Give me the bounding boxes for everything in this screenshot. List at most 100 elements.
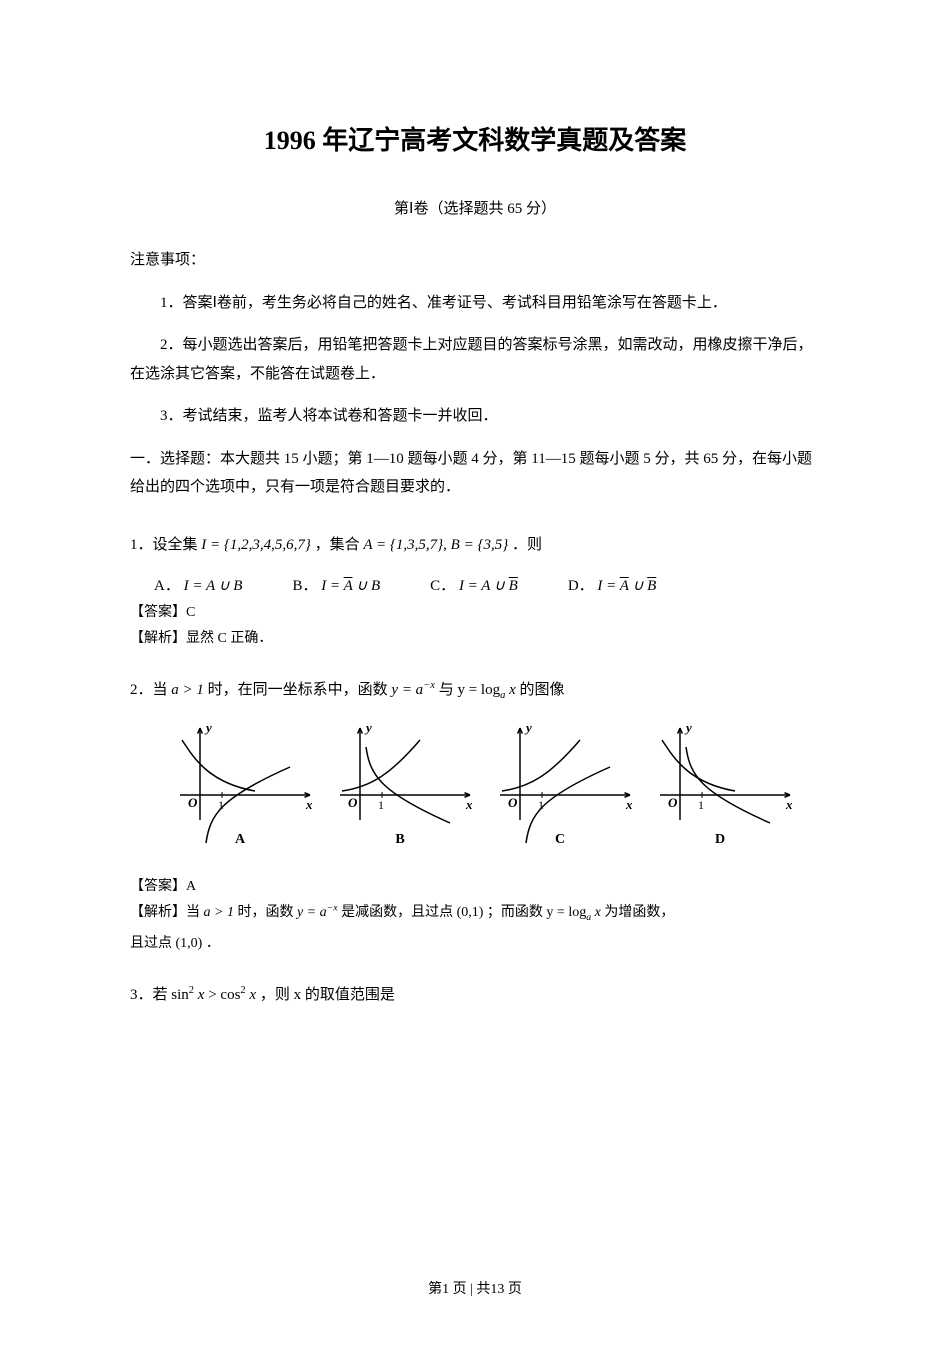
q1-C-bar: B xyxy=(509,578,518,594)
q3-rhs: cos2 x xyxy=(220,987,256,1003)
q2-explain: 【解析】当 a > 1 时，函数 y = a−x 是减函数，且过点 (0,1) … xyxy=(130,901,820,923)
svg-text:1: 1 xyxy=(698,798,704,812)
q2-ex-p1: (0,1) xyxy=(457,905,484,920)
q1-explain: 【解析】显然 C 正确． xyxy=(130,627,820,647)
q2-prefix: 2．当 xyxy=(130,682,171,698)
q2-ex-cond: a > 1 xyxy=(204,905,234,920)
svg-text:D: D xyxy=(715,832,725,847)
q2-explain-line2: 且过点 (1,0) ． xyxy=(130,932,820,952)
section-one-heading: 一．选择题：本大题共 15 小题；第 1—10 题每小题 4 分，第 11—15… xyxy=(130,445,820,502)
q1-C-pre: I = A ∪ xyxy=(459,578,509,594)
q2-ex-f2-pre: y = log xyxy=(546,905,586,920)
q2-f1-exp: −x xyxy=(423,680,435,691)
doc-title: 1996 年辽宁高考文科数学真题及答案 xyxy=(130,120,820,157)
q2-f1: y = a−x xyxy=(391,682,435,698)
q2-mid2: 与 xyxy=(435,682,458,698)
notice-3: 3．考试结束，监考人将本试卷和答题卡一并收回． xyxy=(130,402,820,431)
svg-text:O: O xyxy=(508,795,518,810)
q3-rhs-x: x xyxy=(246,987,256,1003)
q1-D-pre: I = xyxy=(597,578,619,594)
q1-opt-D: D． I = A ∪ B xyxy=(568,574,657,595)
q1-C-label: C． xyxy=(430,578,455,594)
svg-text:O: O xyxy=(668,795,678,810)
q1-opt-B: B． I = A ∪ B xyxy=(292,574,380,595)
q2-f2: y = loga x xyxy=(457,682,515,698)
doc-subtitle: 第Ⅰ卷（选择题共 65 分） xyxy=(130,197,820,218)
q1-B-post: ∪ B xyxy=(353,578,381,594)
q2-ex-f1-base: y = a xyxy=(297,905,327,920)
q2-ex-l2-pre: 且过点 xyxy=(130,936,176,951)
q3-lhs-x: x xyxy=(194,987,204,1003)
q2-suffix: 的图像 xyxy=(516,682,565,698)
q1-stem: 1．设全集 I = {1,2,3,4,5,6,7} ，集合 A = {1,3,5… xyxy=(130,530,820,560)
q1-mid: ，集合 xyxy=(311,537,364,553)
q3-lhs: sin2 x xyxy=(171,987,204,1003)
svg-text:y: y xyxy=(364,720,372,735)
q1-options: A． I = A ∪ B B． I = A ∪ B C． I = A ∪ B D… xyxy=(130,574,820,595)
q2-ex-l2-post: ． xyxy=(202,936,220,951)
q2-f2-pre: y = log xyxy=(457,682,500,698)
svg-text:x: x xyxy=(305,797,313,812)
svg-text:C: C xyxy=(555,832,565,847)
q2-graph-svg: Oxy1AOxy1BOxy1COxy1D xyxy=(170,720,810,860)
svg-text:y: y xyxy=(684,720,692,735)
q1-suffix: ．则 xyxy=(508,537,542,553)
q2-ex-prefix: 【解析】当 xyxy=(130,905,204,920)
q2-ex-p2: (1,0) xyxy=(176,936,203,951)
q2-answer: 【答案】A xyxy=(130,875,820,895)
notice-1: 1．答案Ⅰ卷前，考生务必将自己的姓名、准考证号、考试科目用铅笔涂写在答题卡上． xyxy=(130,289,820,318)
q1-D-expr: I = A ∪ B xyxy=(597,578,656,594)
q2-graphs: Oxy1AOxy1BOxy1COxy1D xyxy=(130,720,820,865)
q2-ex-f1: y = a−x xyxy=(297,905,338,920)
q1-prefix: 1．设全集 xyxy=(130,537,201,553)
q1-opt-A: A． I = A ∪ B xyxy=(154,574,242,595)
q1-B-expr: I = A ∪ B xyxy=(321,578,380,594)
q2-ex-f2-post: x xyxy=(591,905,601,920)
q2-ex-mid2: 是减函数，且过点 xyxy=(338,905,457,920)
q1-B-bar: A xyxy=(344,578,353,594)
q1-I: I = {1,2,3,4,5,6,7} xyxy=(201,537,311,553)
q2-ex-mid3: ；而函数 xyxy=(483,905,546,920)
q3-lhs-pre: sin xyxy=(171,987,189,1003)
q3-prefix: 3．若 xyxy=(130,987,171,1003)
q1-B-label: B． xyxy=(292,578,317,594)
notice-2: 2．每小题选出答案后，用铅笔把答题卡上对应题目的答案标号涂黑，如需改动，用橡皮擦… xyxy=(130,331,820,388)
q1-answer: 【答案】C xyxy=(130,601,820,621)
q2-ex-f2: y = loga x xyxy=(546,905,600,920)
q2-f2-post: x xyxy=(505,682,515,698)
q1-D-mid: ∪ xyxy=(629,578,647,594)
q2-ex-mid4: 为增函数， xyxy=(601,905,675,920)
svg-text:x: x xyxy=(785,797,793,812)
q3-rhs-pre: cos xyxy=(220,987,240,1003)
notice-label: 注意事项： xyxy=(130,246,820,275)
q3-gt: > xyxy=(204,987,220,1003)
q1-D-label: D． xyxy=(568,578,594,594)
q1-AB: A = {1,3,5,7}, B = {3,5} xyxy=(363,537,508,553)
q1-B-pre: I = xyxy=(321,578,343,594)
svg-text:x: x xyxy=(465,797,473,812)
q2-ex-mid1: 时，函数 xyxy=(234,905,297,920)
svg-text:B: B xyxy=(395,832,404,847)
q2-mid1: 时，在同一坐标系中，函数 xyxy=(204,682,392,698)
svg-text:O: O xyxy=(188,795,198,810)
svg-text:O: O xyxy=(348,795,358,810)
q1-C-expr: I = A ∪ B xyxy=(459,578,518,594)
page-footer: 第1 页 | 共13 页 xyxy=(0,1278,950,1298)
q2-ex-f1-exp: −x xyxy=(327,902,338,913)
svg-text:1: 1 xyxy=(378,798,384,812)
q3-stem: 3．若 sin2 x > cos2 x ，则 x 的取值范围是 xyxy=(130,980,820,1010)
page: 1996 年辽宁高考文科数学真题及答案 第Ⅰ卷（选择题共 65 分） 注意事项：… xyxy=(0,0,950,1346)
svg-text:y: y xyxy=(524,720,532,735)
svg-text:y: y xyxy=(204,720,212,735)
q2-stem: 2．当 a > 1 时，在同一坐标系中，函数 y = a−x 与 y = log… xyxy=(130,675,820,706)
q2-cond: a > 1 xyxy=(171,682,204,698)
q1-D-bar1: A xyxy=(620,578,629,594)
q3-suffix: ，则 x 的取值范围是 xyxy=(256,987,395,1003)
svg-text:A: A xyxy=(235,832,246,847)
svg-text:x: x xyxy=(625,797,633,812)
q1-opt-C: C． I = A ∪ B xyxy=(430,574,518,595)
q1-A-label: A． xyxy=(154,578,180,594)
q1-A-expr: I = A ∪ B xyxy=(184,578,243,594)
q1-D-bar2: B xyxy=(647,578,656,594)
q2-f1-base: y = a xyxy=(391,682,423,698)
